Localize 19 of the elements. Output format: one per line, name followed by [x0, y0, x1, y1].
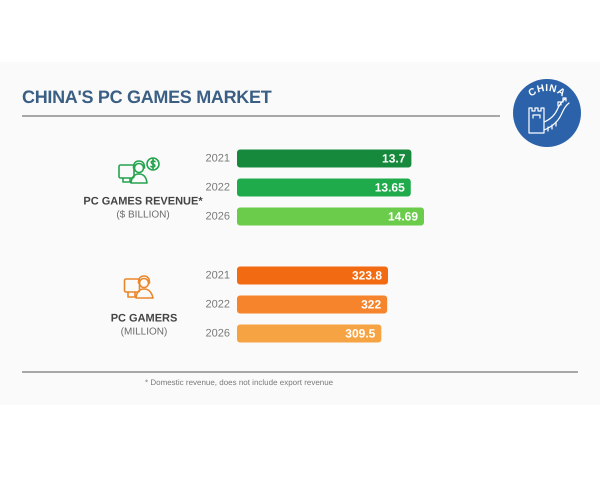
- text: CHINA: [526, 82, 568, 100]
- y-tick-label: 2026: [206, 328, 230, 340]
- y-tick-label: 2022: [206, 182, 230, 194]
- y-tick-label: 2026: [206, 210, 230, 222]
- y-tick-label: 2021: [206, 152, 230, 164]
- text: * Domestic revenue, does not include export revenue: [145, 378, 334, 387]
- data-label: 14.69: [388, 210, 418, 224]
- text: PC GAMES REVENUE*: [83, 196, 204, 208]
- data-label: 323.8: [352, 268, 382, 282]
- text: ($ BILLION): [116, 210, 170, 220]
- data-label: 13.65: [374, 180, 406, 194]
- text: (MILLION): [120, 326, 168, 338]
- data-label: 309.5: [345, 326, 376, 340]
- text: PC GAMERS: [110, 312, 178, 324]
- text: CHINA'S PC GAMES MARKET: [22, 87, 272, 108]
- data-label: 13.7: [382, 152, 406, 166]
- y-tick-label: 2022: [206, 298, 230, 310]
- data-label: 322: [361, 298, 382, 312]
- y-tick-label: 2021: [206, 270, 230, 282]
